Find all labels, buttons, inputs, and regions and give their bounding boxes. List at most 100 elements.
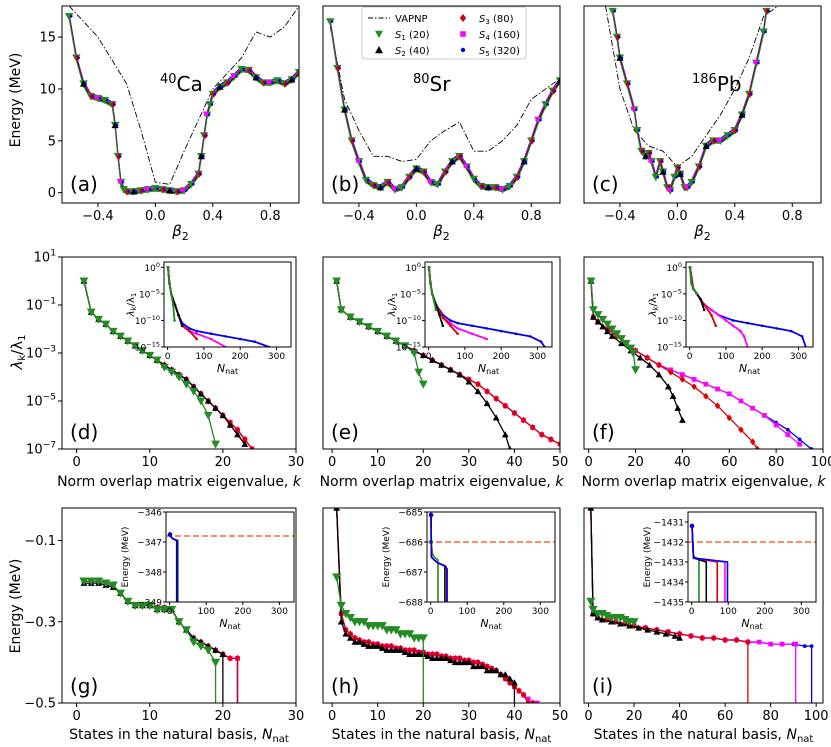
series-line-a — [68, 18, 299, 195]
inset-y-label-lambda: λ — [648, 310, 659, 317]
x-axis-label-h: States in the natural basis, Nnat — [332, 727, 552, 745]
x-label-var: k — [555, 474, 564, 490]
point-s1 — [670, 173, 679, 182]
inset-x-label: Nnat — [217, 362, 238, 376]
axes-frame-f — [583, 256, 824, 450]
point-g — [234, 654, 241, 662]
inset-x-tick-label: 100 — [717, 352, 734, 362]
inset-x-label-main: N — [219, 617, 227, 630]
x-tick-label-b: 0.0 — [406, 209, 427, 224]
inset-y-tick-base: 10 — [657, 344, 669, 354]
inset-point — [169, 292, 173, 296]
y-tick-label-g: −0.1 — [24, 534, 56, 549]
inset-bg — [166, 512, 294, 602]
point-d — [204, 397, 212, 404]
inset-plot — [166, 532, 294, 602]
point-s5 — [524, 160, 528, 163]
point-s5 — [692, 180, 696, 184]
point-s5 — [617, 35, 621, 39]
x-label-main: β — [693, 222, 704, 240]
point-i — [676, 630, 683, 638]
y-label-slash: /λ — [8, 341, 26, 355]
inset-point — [702, 308, 706, 312]
point-s4 — [684, 184, 689, 189]
point-d — [138, 347, 147, 355]
inset-y-label-1: 1 — [391, 293, 399, 297]
point-s5 — [735, 129, 739, 132]
point-f — [594, 318, 602, 325]
y-tick-base: 10 — [26, 347, 43, 362]
inset-x-label-main: N — [741, 617, 749, 630]
legend-count: (320) — [490, 46, 520, 57]
plot-area-d — [79, 277, 255, 449]
inset-point — [441, 324, 445, 328]
point-s5 — [680, 172, 684, 176]
point-s5 — [503, 188, 506, 191]
point-h — [428, 654, 436, 662]
panel-f: 020406080100Norm overlap matrix eigenval… — [582, 256, 831, 490]
inset-x-label-main: N — [739, 362, 747, 375]
inset-point — [195, 329, 198, 333]
point-d — [196, 397, 206, 406]
point-s1 — [237, 65, 246, 74]
inset-frame — [165, 511, 295, 603]
inset-series-line — [691, 525, 729, 602]
point-e — [391, 337, 401, 346]
inset-x-tick-label: 0 — [428, 607, 434, 617]
point-g — [196, 642, 206, 651]
point-f — [607, 325, 617, 334]
point-s5 — [649, 151, 652, 155]
point-h — [525, 699, 531, 703]
point-i — [629, 618, 639, 627]
inset-x-label: Nnat — [480, 617, 501, 631]
point-h — [388, 642, 395, 650]
point-s5 — [77, 56, 80, 60]
point-d — [174, 373, 184, 382]
point-s1 — [325, 18, 335, 26]
point-h — [337, 618, 345, 625]
inset-x-label-main: N — [478, 362, 486, 375]
plot-area-e — [332, 277, 560, 449]
point-f — [667, 368, 674, 376]
inset-y-tick-label: −1435 — [654, 599, 684, 609]
x-axis-label-c: β2 — [693, 222, 711, 243]
point-d — [101, 320, 111, 329]
point-f — [598, 315, 608, 324]
point-s4 — [535, 116, 540, 122]
inset-y-label-slash: /λ — [387, 297, 398, 306]
inset-point — [438, 313, 441, 317]
x-tick-label-c: −0.4 — [604, 209, 636, 224]
inset-frame — [687, 511, 817, 603]
inset-point — [695, 292, 699, 296]
point-d — [234, 426, 241, 434]
point-e — [539, 431, 545, 438]
point-s5 — [721, 139, 724, 143]
x-tick-label-d: 0 — [72, 455, 80, 470]
point-e — [409, 349, 419, 358]
inset-y-tick-exponent: −5 — [411, 287, 421, 295]
inset-x-tick-label: 0 — [689, 607, 695, 617]
point-s5 — [127, 190, 130, 193]
point-h — [451, 658, 459, 666]
point-s5 — [115, 123, 119, 127]
x-tick-label-e: 40 — [506, 455, 523, 470]
point-g — [203, 646, 213, 655]
inset-y-tick-base: 10 — [135, 344, 147, 354]
point-i — [662, 630, 670, 637]
y-tick-label-a: 15 — [39, 31, 56, 46]
x-tick-label-h: 20 — [415, 709, 432, 724]
point-s5 — [678, 166, 681, 170]
inset-x-label-main: N — [480, 617, 488, 630]
panel-label-c: (c) — [592, 172, 619, 196]
point-f — [644, 354, 650, 362]
inset-y-tick-label: −1432 — [654, 539, 684, 549]
inset-y-tick-label: −348 — [137, 569, 162, 579]
inset-y-label: Energy (MeV) — [121, 527, 131, 588]
point-i — [665, 628, 671, 636]
point-i — [733, 636, 740, 644]
point-s5 — [84, 82, 87, 86]
inset-y-label-slash: /λ — [648, 297, 659, 306]
panel-b: −0.4 0.0 0.4 0.8β2(b)80Sr — [322, 5, 561, 243]
inset-x-tick-label: 300 — [529, 352, 546, 362]
point-d — [181, 380, 191, 389]
